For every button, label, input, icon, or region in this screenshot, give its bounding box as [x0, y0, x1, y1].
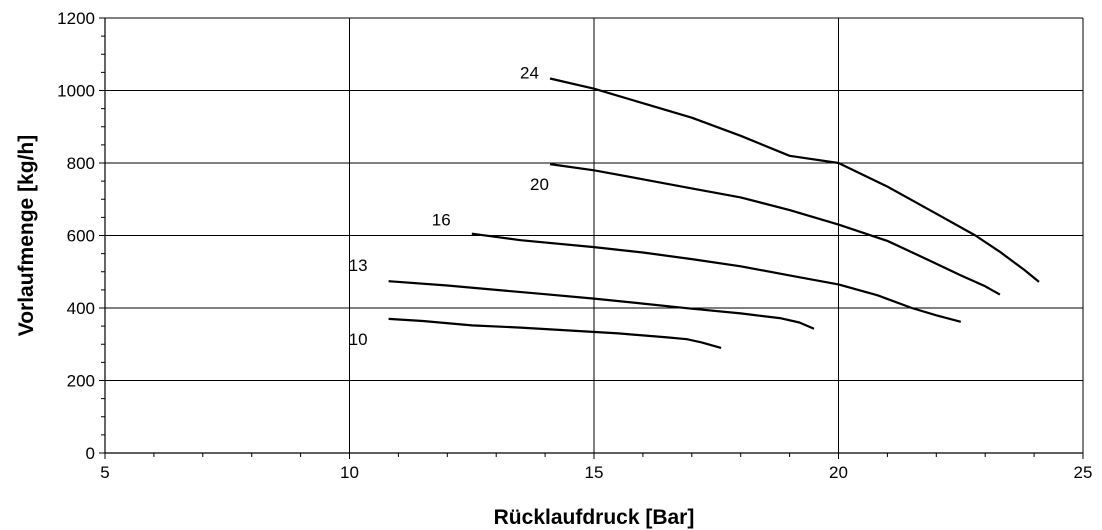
- series-layer: [388, 77, 1040, 349]
- series-label-10: 10: [349, 330, 368, 349]
- y-axis-title: Vorlaufmenge [kg/h]: [15, 135, 38, 336]
- series-label-20: 20: [530, 175, 549, 194]
- series-line-24: [549, 77, 1040, 283]
- y-tick-label: 1000: [57, 82, 95, 101]
- series-label-16: 16: [432, 211, 451, 230]
- y-tick-label: 0: [86, 444, 95, 463]
- y-tick-label: 200: [67, 372, 95, 391]
- series-line-10: [388, 317, 722, 349]
- x-tick-label: 10: [340, 463, 359, 482]
- minor-tick-layer: [101, 35, 1035, 457]
- series-line-20: [549, 163, 1001, 296]
- grid-layer: [105, 17, 1084, 453]
- axis-layer: 5 10 15 20 25 0 200 400 600 800 1000 1200: [57, 9, 1092, 482]
- series-label-13: 13: [349, 256, 368, 275]
- x-tick-label: 5: [100, 463, 109, 482]
- label-layer: 24 20 16 13 10: [349, 64, 549, 349]
- x-axis-title: Rücklaufdruck [Bar]: [494, 506, 695, 529]
- series-line-16: [471, 232, 962, 323]
- y-tick-label: 400: [67, 299, 95, 318]
- x-tick-label: 15: [585, 463, 604, 482]
- x-tick-label: 25: [1074, 463, 1093, 482]
- x-tick-label: 20: [829, 463, 848, 482]
- series-line-13: [388, 280, 815, 330]
- series-label-24: 24: [520, 64, 539, 83]
- y-tick-label: 600: [67, 227, 95, 246]
- y-tick-label: 800: [67, 154, 95, 173]
- y-tick-label: 1200: [57, 9, 95, 28]
